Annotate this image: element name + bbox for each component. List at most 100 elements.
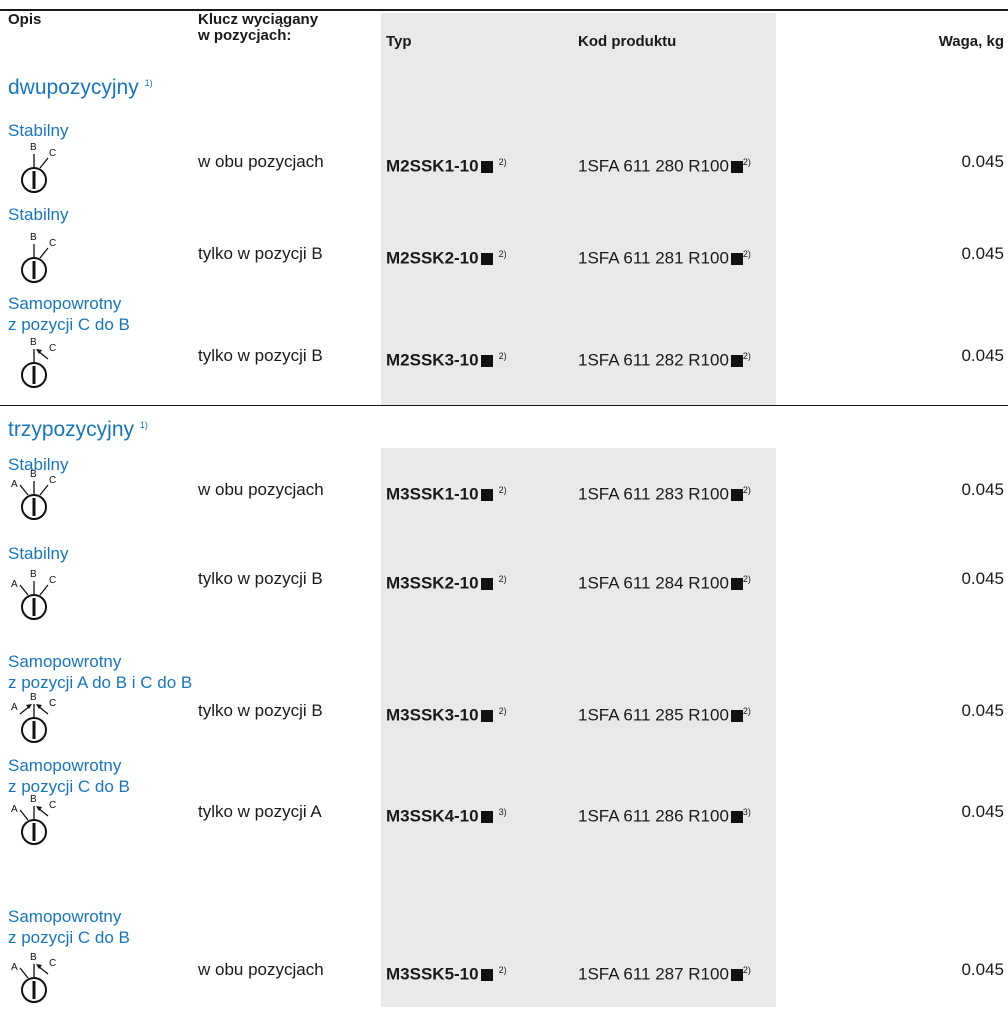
row-weight: 0.045 [961, 960, 1004, 979]
row-product-code-text: 1SFA 611 281 R100 [578, 248, 729, 268]
svg-text:B: B [30, 337, 37, 348]
header-kod: Kod produktu [578, 33, 677, 50]
row-product-code-text: 1SFA 611 285 R100 [578, 705, 729, 725]
row-weight: 0.045 [961, 152, 1004, 171]
variant-square-icon [730, 577, 743, 590]
variant-square-icon [730, 354, 743, 367]
row-type: M3SSK2-10 2) [386, 569, 507, 594]
row-product-code: 1SFA 611 284 R100 2) [578, 569, 751, 594]
row-product-code-text: 1SFA 611 282 R100 [578, 350, 729, 370]
row-type-footnote: 2) [498, 485, 507, 495]
svg-text:A: A [11, 804, 18, 815]
svg-text:A: A [11, 702, 18, 713]
svg-text:B: B [30, 232, 37, 243]
row-description: Samopowrotny z pozycji C do B [8, 906, 130, 948]
row-product-code-text: 1SFA 611 286 R100 [578, 806, 729, 826]
svg-text:A: A [11, 962, 18, 973]
row-product-code-footnote: 3) [742, 807, 751, 817]
variant-square-icon [480, 709, 493, 722]
table-top-rule [0, 9, 1008, 11]
svg-text:B: B [30, 952, 37, 963]
column-shade [381, 13, 776, 405]
row-description: Stabilny [8, 543, 68, 564]
header-typ: Typ [386, 33, 412, 50]
variant-square-icon [480, 810, 493, 823]
row-description-line2: z pozycji C do B [8, 777, 130, 796]
variant-square-icon [730, 160, 743, 173]
row-description: Samopowrotny z pozycji A do B i C do B [8, 651, 192, 693]
svg-text:C: C [49, 575, 56, 586]
row-product-code: 1SFA 611 283 R100 2) [578, 480, 751, 505]
row-product-code-footnote: 2) [742, 965, 751, 975]
svg-text:B: B [30, 794, 37, 805]
header-waga: Waga, kg [938, 33, 1004, 50]
row-description: Stabilny [8, 204, 68, 225]
row-type-footnote: 2) [498, 574, 507, 584]
row-type: M2SSK1-10 2) [386, 152, 507, 177]
row-product-code-footnote: 2) [742, 157, 751, 167]
variant-square-icon [730, 709, 743, 722]
svg-text:C: C [49, 800, 56, 811]
row-description-line2: z pozycji C do B [8, 315, 130, 334]
section-footnote: 1) [139, 420, 148, 430]
row-key-positions: tylko w pozycji B [198, 569, 323, 588]
row-description-line1: Samopowrotny [8, 756, 122, 775]
section-title-text: trzypozycyjny [8, 418, 135, 441]
svg-text:B: B [30, 569, 37, 580]
row-type-footnote: 2) [498, 351, 507, 361]
row-weight: 0.045 [961, 569, 1004, 588]
row-key-positions: w obu pozycjach [198, 960, 324, 979]
row-type-code: M3SSK4-10 [386, 806, 479, 826]
section-title-2pos: dwupozycyjny 1) [8, 76, 153, 100]
row-weight: 0.045 [961, 701, 1004, 720]
row-product-code: 1SFA 611 285 R100 2) [578, 701, 751, 726]
variant-square-icon [480, 160, 493, 173]
row-type-code: M3SSK2-10 [386, 573, 479, 593]
variant-square-icon [730, 252, 743, 265]
svg-text:A: A [11, 479, 18, 490]
svg-text:C: C [49, 475, 56, 486]
row-type: M3SSK4-10 3) [386, 802, 507, 827]
row-key-positions: tylko w pozycji A [198, 802, 322, 821]
header-klucz: Klucz wyciągany w pozycjach: [198, 12, 318, 44]
row-description-line1: Samopowrotny [8, 294, 122, 313]
variant-square-icon [480, 968, 493, 981]
row-weight: 0.045 [961, 802, 1004, 821]
row-description-line2: z pozycji C do B [8, 928, 130, 947]
row-description: Stabilny [8, 120, 68, 141]
row-description: Samopowrotny z pozycji C do B [8, 293, 130, 335]
section-title-3pos: trzypozycyjny 1) [8, 418, 148, 442]
row-weight: 0.045 [961, 346, 1004, 365]
row-product-code-footnote: 2) [742, 249, 751, 259]
header-klucz-line1: Klucz wyciągany [198, 11, 319, 28]
header-opis: Opis [8, 11, 42, 28]
section-title-text: dwupozycyjny [8, 76, 139, 99]
row-description: Samopowrotny z pozycji C do B [8, 755, 130, 797]
row-type-footnote: 2) [498, 965, 507, 975]
variant-square-icon [730, 968, 743, 981]
header-klucz-line2: w pozycjach: [198, 27, 292, 44]
row-description-line1: Stabilny [8, 121, 69, 140]
row-type-footnote: 2) [498, 157, 507, 167]
row-product-code-text: 1SFA 611 287 R100 [578, 964, 729, 984]
variant-square-icon [730, 488, 743, 501]
row-type: M2SSK3-10 2) [386, 346, 507, 371]
row-product-code: 1SFA 611 286 R100 3) [578, 802, 751, 827]
section-divider [0, 405, 1008, 406]
row-description-line1: Samopowrotny [8, 652, 122, 671]
svg-text:C: C [49, 958, 56, 969]
row-product-code-text: 1SFA 611 283 R100 [578, 484, 729, 504]
row-description-line1: Stabilny [8, 205, 69, 224]
svg-text:C: C [49, 343, 56, 354]
row-type-footnote: 2) [498, 706, 507, 716]
variant-square-icon [480, 252, 493, 265]
row-type: M2SSK2-10 2) [386, 244, 507, 269]
